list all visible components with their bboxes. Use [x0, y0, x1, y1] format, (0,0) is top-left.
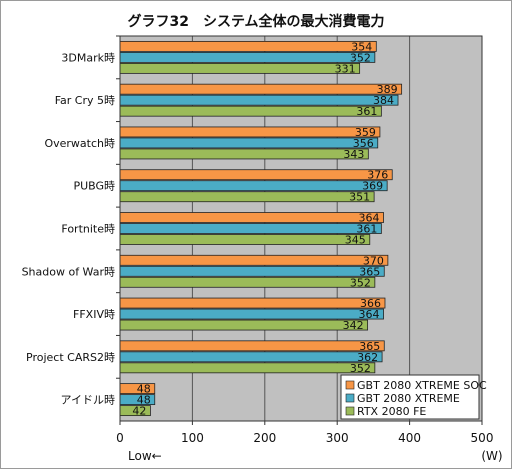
bar: [119, 234, 371, 245]
bar-value-label: 342: [343, 319, 364, 332]
plot-border: [119, 35, 483, 422]
category-label: Overwatch時: [44, 137, 115, 150]
legend-entry: RTX 2080 FE: [357, 405, 426, 418]
x-tick-label: 400: [398, 431, 421, 445]
bar-value-label: 376: [367, 169, 388, 182]
category-label: 3DMark時: [61, 51, 115, 64]
legend-entry: GBT 2080 XTREME SOC: [357, 379, 487, 392]
category-label: アイドル時: [61, 394, 115, 407]
bar-value-label: 343: [343, 148, 364, 161]
bar: [119, 83, 403, 95]
bar-value-label: 365: [359, 340, 380, 353]
category-label: PUBG時: [73, 180, 115, 193]
bar: [119, 212, 384, 223]
bar-value-label: 42: [132, 405, 146, 418]
bar: [119, 223, 382, 234]
bar-value-label: 369: [362, 180, 383, 193]
bar-value-label: 364: [359, 308, 380, 321]
bar: [119, 191, 375, 203]
bar: [119, 351, 383, 363]
bar: [119, 105, 382, 117]
bar-value-label: 352: [350, 276, 371, 289]
bar-value-label: 361: [356, 105, 377, 118]
bar-value-label: 48: [137, 394, 151, 407]
bar-value-label: 352: [350, 362, 371, 375]
legend-box: [340, 374, 480, 420]
legend-swatch: [345, 393, 355, 403]
bar: [119, 169, 393, 181]
category-label: Far Cry 5時: [55, 94, 115, 107]
legend-swatch: [345, 380, 355, 390]
bar: [119, 254, 389, 266]
bar: [119, 362, 376, 374]
bar: [119, 276, 376, 288]
x-tick-label: 0: [116, 431, 124, 445]
bar-value-label: 364: [359, 212, 380, 225]
bar: [119, 319, 369, 331]
bar-value-label: 359: [355, 126, 376, 139]
bar: [119, 180, 388, 192]
bar: [119, 137, 379, 149]
category-label: Shadow of War時: [22, 265, 115, 278]
x-axis-unit-label: (W): [481, 449, 502, 463]
legend-entry: GBT 2080 XTREME: [357, 392, 460, 405]
bar-value-label: 389: [377, 83, 398, 96]
x-tick-label: 100: [181, 431, 204, 445]
bar-value-label: 361: [356, 223, 377, 236]
bar-value-label: 370: [363, 254, 384, 267]
bar-value-label: 345: [345, 234, 366, 247]
bar: [119, 126, 381, 138]
x-tick-label: 300: [326, 431, 349, 445]
bar-value-label: 365: [359, 265, 380, 278]
bar-value-label: 331: [335, 62, 356, 75]
legend-swatch: [345, 406, 355, 416]
bar: [119, 340, 385, 352]
bar-value-label: 351: [349, 191, 370, 204]
category-label: FFXIV時: [73, 308, 115, 321]
x-tick-label: 500: [471, 431, 494, 445]
x-axis-label-left: Low←: [128, 449, 162, 463]
bar-value-label: 362: [357, 351, 378, 364]
bar: [119, 148, 369, 160]
bar-value-label: 354: [351, 40, 372, 53]
bar: [119, 265, 385, 277]
bar: [119, 308, 384, 320]
bar-value-label: 356: [353, 137, 374, 150]
bar-value-label: 384: [373, 94, 394, 107]
bar: [119, 94, 399, 106]
x-tick-label: 200: [253, 431, 276, 445]
bar: [119, 297, 386, 309]
bar-value-label: 48: [137, 383, 151, 396]
category-label: Project CARS2時: [26, 351, 115, 364]
chart-title: グラフ32 システム全体の最大消費電力: [127, 13, 384, 30]
bar-value-label: 352: [350, 51, 371, 64]
bar: [119, 62, 361, 74]
bar: [119, 51, 376, 63]
bar-value-label: 366: [360, 297, 381, 310]
bar: [119, 40, 377, 52]
category-label: Fortnite時: [61, 223, 115, 236]
